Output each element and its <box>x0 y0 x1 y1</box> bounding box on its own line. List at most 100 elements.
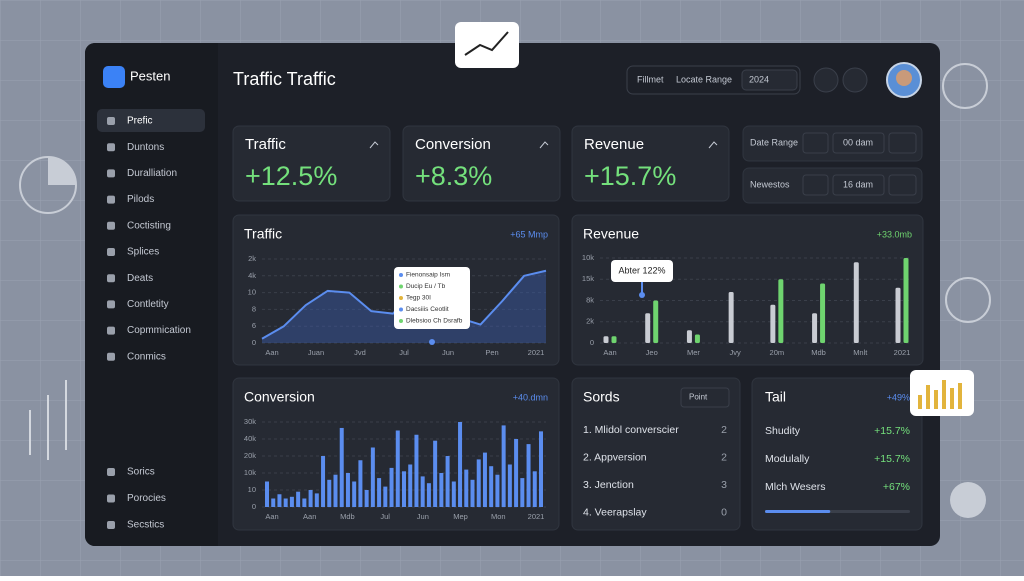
menu-item: Coctisting <box>127 220 171 231</box>
menu-icon <box>107 326 115 335</box>
chart-badge: +40.dmn <box>513 392 548 402</box>
active-item <box>97 109 205 132</box>
bar <box>327 479 332 507</box>
x-label: Aan <box>265 348 278 357</box>
dropdown-text: Point <box>689 393 708 402</box>
dropdown[interactable] <box>888 132 917 154</box>
row-value: 2 <box>721 424 727 436</box>
bar <box>728 292 734 343</box>
card <box>402 125 561 202</box>
year-box[interactable] <box>741 69 798 91</box>
x-label: Mdb <box>340 512 355 521</box>
menu-icon <box>107 494 115 503</box>
card-title: Sords <box>583 389 620 405</box>
card <box>751 377 923 531</box>
bar <box>653 300 659 343</box>
menu-icon <box>107 248 115 256</box>
x-label: Mer <box>687 348 700 357</box>
chart-badge: +49% <box>887 392 910 402</box>
x-label: Aan <box>603 348 616 357</box>
row-value: +15.7% <box>874 425 910 437</box>
menu-item: Deats <box>127 273 153 284</box>
bar <box>302 498 307 507</box>
y-label: 0 <box>252 338 256 347</box>
x-label: 2021 <box>894 348 911 357</box>
bar <box>611 336 617 343</box>
x-label: Mon <box>491 512 506 521</box>
bar <box>283 498 288 507</box>
y-label: 4k <box>248 271 256 280</box>
dropdown[interactable] <box>832 174 885 196</box>
bar <box>532 471 537 507</box>
x-label: Jvy <box>730 348 742 357</box>
sidebar <box>85 43 218 546</box>
bar <box>489 466 494 507</box>
row-label: Shudity <box>765 425 801 437</box>
kpi-icon <box>369 141 379 149</box>
filter-label: Newestos <box>750 179 790 189</box>
kpi-icon <box>708 141 718 149</box>
y-label: 0 <box>252 502 256 511</box>
row-value: 2 <box>721 451 727 463</box>
y-label: 0 <box>590 338 594 347</box>
menu-icon <box>107 117 115 125</box>
tooltip-dot <box>399 296 403 300</box>
bar <box>686 330 692 343</box>
range-label: Locate Range <box>676 74 732 84</box>
bar <box>271 498 276 507</box>
y-label: 10k <box>582 253 594 262</box>
tooltip-dot <box>399 319 403 323</box>
dropdown[interactable] <box>888 174 917 196</box>
row-label: Modulally <box>765 453 810 465</box>
menu-item: Porocies <box>127 493 166 504</box>
y-label: 8 <box>252 304 256 313</box>
menu-icon <box>107 221 115 230</box>
menu-item: Pilods <box>127 194 154 205</box>
x-label: Aan <box>265 512 278 521</box>
dropdown[interactable] <box>832 132 885 154</box>
dropdown[interactable] <box>802 174 829 196</box>
tooltip-dot <box>399 284 403 289</box>
filter-value: 16 dam <box>843 179 873 189</box>
card <box>571 377 741 531</box>
chart-title: Conversion <box>244 389 315 405</box>
x-label: Jvd <box>354 348 366 357</box>
tooltip-line: Dlebsioo Ch Dsrafb <box>406 318 463 325</box>
deco-pie-slice <box>48 157 76 185</box>
deco-globe <box>942 63 988 109</box>
x-label: 2021 <box>528 348 545 357</box>
y-label: 30k <box>244 417 256 426</box>
bar <box>402 471 406 507</box>
progress-bar <box>765 510 831 513</box>
bar <box>314 493 319 507</box>
menu-icon <box>107 352 115 361</box>
bar <box>694 334 700 343</box>
icon-button[interactable] <box>813 67 839 93</box>
bar <box>501 425 506 507</box>
kpi-icon <box>539 141 549 149</box>
card <box>232 125 391 202</box>
bar <box>526 444 531 507</box>
bar <box>289 496 294 507</box>
filter-value: 00 dam <box>843 137 873 147</box>
deco-pie <box>950 482 986 518</box>
brand-name: Pesten <box>130 68 170 83</box>
dropdown[interactable] <box>802 132 829 154</box>
y-label: 2k <box>248 254 256 263</box>
row-value: +15.7% <box>874 453 910 465</box>
filter-label: Fillmet <box>637 74 664 84</box>
bar <box>308 490 313 507</box>
icon-button[interactable] <box>842 67 868 93</box>
bar <box>495 474 500 507</box>
bar <box>408 464 413 507</box>
brand-icon <box>103 66 125 88</box>
y-label: 40k <box>244 434 256 443</box>
dropdown[interactable] <box>680 387 730 408</box>
bar <box>514 439 519 507</box>
bar <box>420 476 425 507</box>
y-label: 8k <box>586 295 594 304</box>
tooltip-text: Abter 122% <box>618 265 665 275</box>
row-label: 2. Appversion <box>583 451 647 463</box>
filter-box[interactable] <box>626 65 801 95</box>
x-label: Mnlt <box>853 348 868 357</box>
